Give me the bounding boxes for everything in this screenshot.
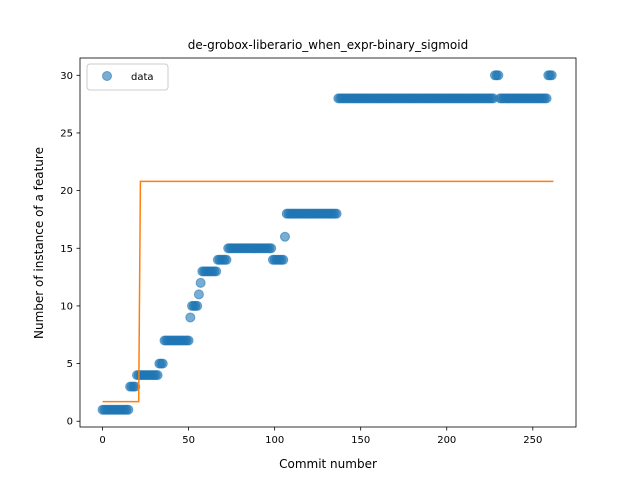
data-point bbox=[331, 208, 342, 219]
data-point bbox=[493, 70, 504, 81]
data-point bbox=[183, 335, 194, 346]
axes-frame bbox=[79, 57, 577, 428]
data-point bbox=[123, 404, 134, 415]
data-point bbox=[541, 93, 552, 104]
x-tick-label: 100 bbox=[265, 435, 284, 446]
y-tick-label: 0 bbox=[67, 417, 73, 428]
y-axis-label: Number of instance of a feature bbox=[32, 147, 46, 339]
legend-frame bbox=[86, 63, 169, 91]
chart-title: de-grobox-liberario_when_expr-binary_sig… bbox=[188, 38, 468, 52]
legend-label-data: data bbox=[131, 72, 154, 83]
data-point bbox=[221, 254, 232, 265]
data-point bbox=[152, 370, 163, 381]
data-point bbox=[195, 277, 206, 288]
y-tick-label: 5 bbox=[67, 359, 73, 370]
y-tick-label: 15 bbox=[60, 244, 73, 255]
x-tick-label: 50 bbox=[182, 435, 195, 446]
legend: data bbox=[86, 63, 169, 91]
data-point bbox=[266, 243, 277, 254]
axes: 0 50 100 150 200 250 0 5 10 15 20 25 30 bbox=[60, 57, 577, 446]
data-point bbox=[193, 289, 204, 300]
data-point bbox=[192, 300, 203, 311]
data-point bbox=[279, 231, 290, 242]
y-tick-label: 25 bbox=[60, 128, 73, 139]
x-tick-label: 250 bbox=[523, 435, 542, 446]
y-tick-label: 30 bbox=[60, 71, 73, 82]
legend-marker-data bbox=[102, 71, 112, 81]
data-point bbox=[130, 381, 141, 392]
y-tick-label: 20 bbox=[60, 186, 73, 197]
data-point bbox=[185, 312, 196, 323]
x-tick-label: 200 bbox=[437, 435, 456, 446]
x-axis-label: Commit number bbox=[279, 457, 377, 471]
data-point bbox=[157, 358, 168, 369]
data-point bbox=[546, 70, 557, 81]
x-tick-label: 0 bbox=[99, 435, 105, 446]
data-point bbox=[278, 254, 289, 265]
y-tick-label: 10 bbox=[60, 301, 73, 312]
data-point bbox=[211, 266, 222, 277]
fit-line bbox=[102, 180, 554, 403]
plot-area bbox=[97, 70, 557, 415]
x-tick-label: 150 bbox=[351, 435, 370, 446]
